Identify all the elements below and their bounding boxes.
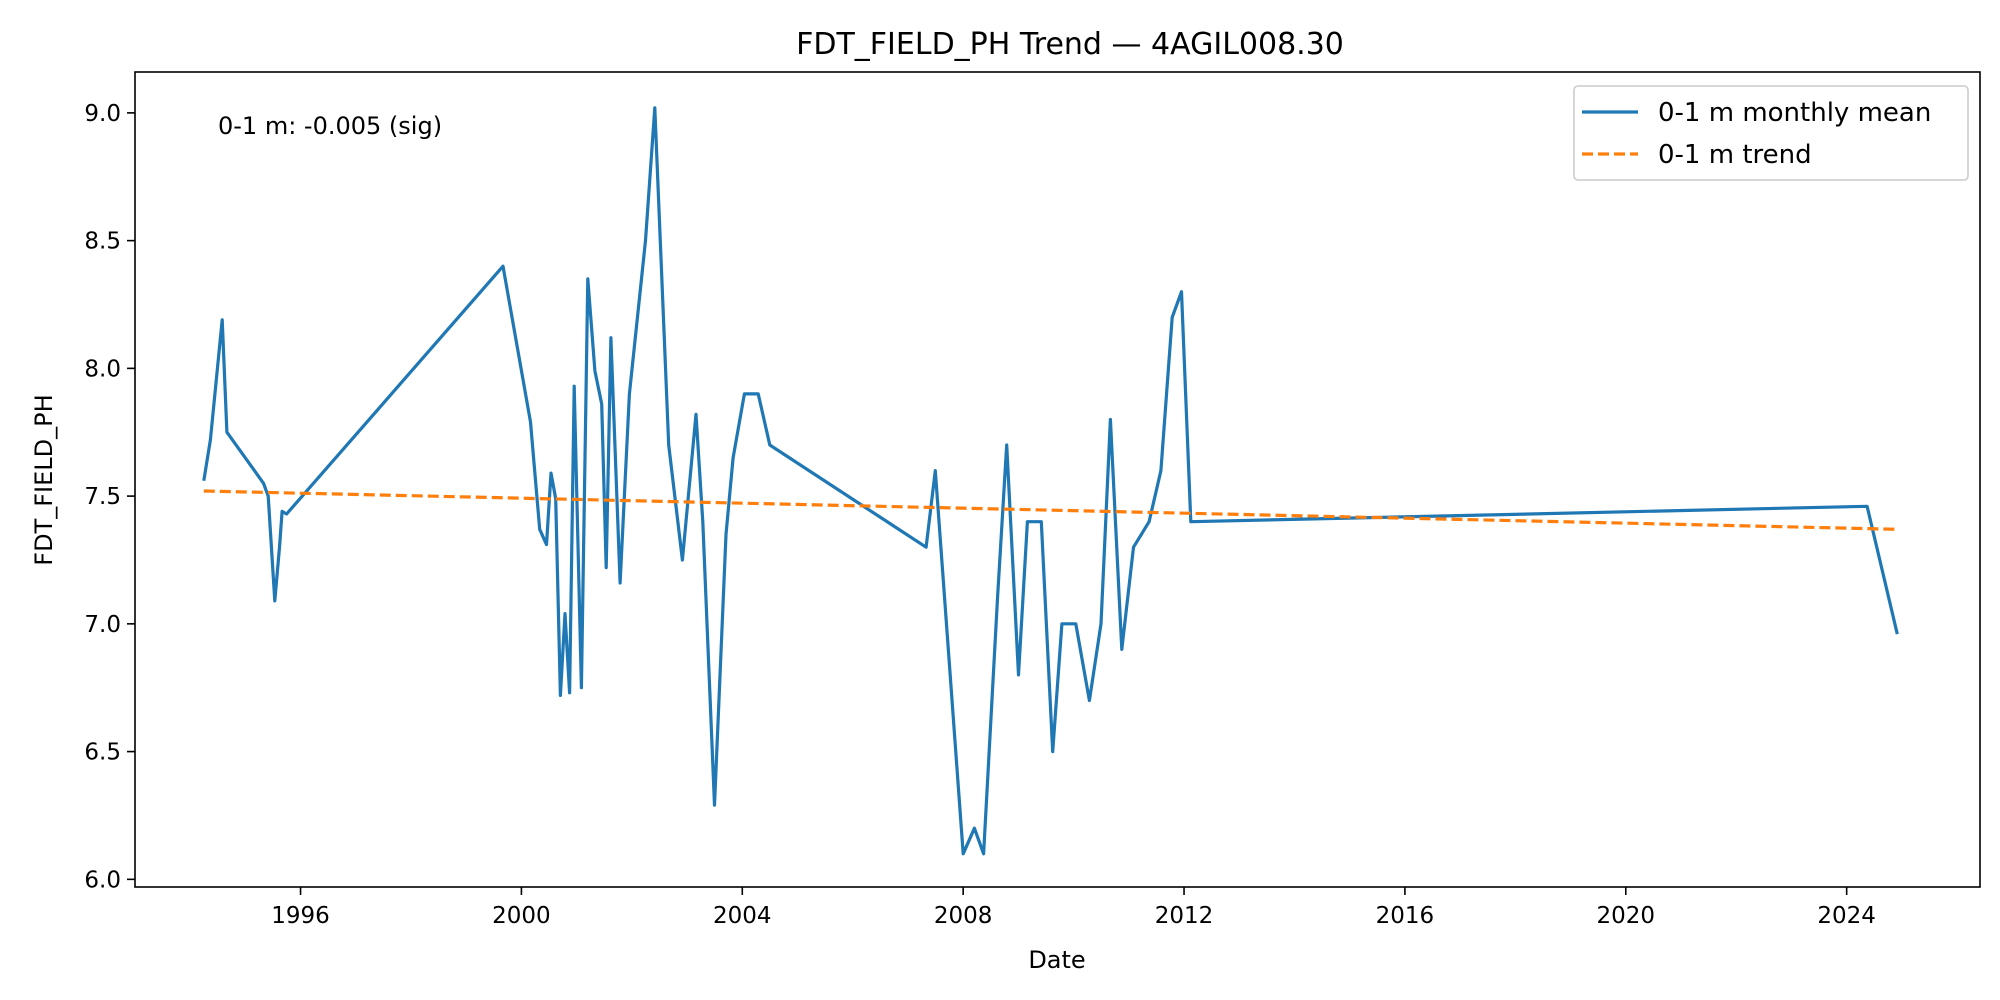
legend-label: 0-1 m trend (1658, 140, 1812, 170)
y-axis: 6.0 6.5 7.0 7.5 8.0 8.5 9.0 (84, 101, 135, 893)
x-axis-label: Date (1028, 946, 1085, 974)
y-tick-label: 6.0 (84, 867, 121, 893)
legend-label: 0-1 m monthly mean (1658, 98, 1931, 128)
legend[interactable]: 0-1 m monthly mean 0-1 m trend (1573, 85, 1969, 181)
y-tick-label: 7.5 (84, 484, 121, 510)
y-tick-label: 8.0 (84, 356, 121, 382)
monthly-mean-line (202, 106, 1899, 856)
y-tick-label: 9.0 (84, 101, 121, 127)
x-tick-label: 2000 (492, 903, 551, 929)
legend-item[interactable]: 0-1 m monthly mean (1582, 98, 1931, 128)
y-axis-label: FDT_FIELD_PH (30, 394, 58, 565)
y-tick-label: 7.0 (84, 612, 121, 638)
y-tick-label: 6.5 (84, 740, 121, 766)
x-tick-label: 2016 (1376, 903, 1435, 929)
chart-title: FDT_FIELD_PH Trend — 4AGIL008.30 (796, 27, 1344, 62)
x-axis: 1996 2000 2004 2008 2012 2016 2020 2024 (271, 887, 1876, 929)
x-tick-label: 2012 (1155, 903, 1214, 929)
legend-item[interactable]: 0-1 m trend (1582, 140, 1812, 170)
x-tick-label: 2024 (1817, 903, 1876, 929)
x-tick-label: 2008 (934, 903, 993, 929)
trend-line (203, 489, 1898, 531)
legend-box (1573, 85, 1969, 181)
series-layer (202, 106, 1899, 856)
plot-area (134, 71, 1981, 888)
y-tick-label: 8.5 (84, 229, 121, 255)
x-tick-label: 2004 (713, 903, 772, 929)
x-tick-label: 2020 (1597, 903, 1656, 929)
trend-annotation: 0-1 m: -0.005 (sig) (218, 112, 442, 140)
x-tick-label: 1996 (271, 903, 330, 929)
